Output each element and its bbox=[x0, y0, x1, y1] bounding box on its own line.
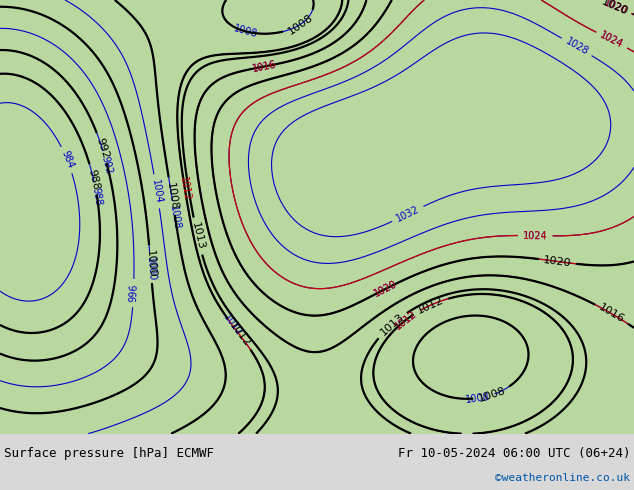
Text: 1012: 1012 bbox=[178, 175, 191, 201]
Text: 1000: 1000 bbox=[145, 256, 157, 281]
Text: 992: 992 bbox=[94, 136, 110, 159]
Text: 992: 992 bbox=[100, 154, 114, 175]
Text: 1012: 1012 bbox=[393, 308, 419, 331]
Text: 988: 988 bbox=[86, 168, 101, 191]
Text: 1008: 1008 bbox=[465, 392, 491, 405]
Text: 1008: 1008 bbox=[168, 205, 182, 231]
Text: 1020: 1020 bbox=[600, 0, 630, 18]
Text: 996: 996 bbox=[128, 284, 139, 302]
Text: 1013: 1013 bbox=[378, 312, 406, 338]
Text: 1013: 1013 bbox=[190, 221, 205, 251]
Text: 1008: 1008 bbox=[477, 386, 507, 404]
Text: 1008: 1008 bbox=[286, 12, 315, 36]
Text: 1024: 1024 bbox=[523, 230, 548, 241]
Text: 988: 988 bbox=[91, 186, 103, 206]
Text: 1012: 1012 bbox=[415, 295, 445, 316]
Text: 1032: 1032 bbox=[394, 204, 421, 224]
Text: 1020: 1020 bbox=[602, 0, 628, 17]
Text: 1020: 1020 bbox=[543, 255, 572, 268]
Text: 1024: 1024 bbox=[523, 230, 548, 241]
Text: 1016: 1016 bbox=[252, 59, 278, 74]
Text: 1008: 1008 bbox=[165, 182, 179, 211]
Text: 1012: 1012 bbox=[221, 313, 244, 338]
Text: 1012: 1012 bbox=[393, 308, 419, 331]
Text: 1016: 1016 bbox=[252, 59, 278, 74]
Text: 1016: 1016 bbox=[597, 302, 626, 325]
Text: 984: 984 bbox=[59, 149, 75, 171]
Text: 1024: 1024 bbox=[598, 30, 625, 50]
Text: 1008: 1008 bbox=[232, 23, 259, 39]
Text: ©weatheronline.co.uk: ©weatheronline.co.uk bbox=[495, 473, 630, 483]
Text: Fr 10-05-2024 06:00 UTC (06+24): Fr 10-05-2024 06:00 UTC (06+24) bbox=[398, 446, 630, 460]
Text: 1020: 1020 bbox=[372, 279, 399, 299]
Text: 1004: 1004 bbox=[150, 178, 164, 204]
Text: 1024: 1024 bbox=[598, 30, 625, 50]
Text: Surface pressure [hPa] ECMWF: Surface pressure [hPa] ECMWF bbox=[4, 446, 214, 460]
Text: 1028: 1028 bbox=[564, 36, 590, 57]
Text: 1000: 1000 bbox=[145, 250, 157, 278]
Text: 1020: 1020 bbox=[602, 0, 628, 17]
Text: 1012: 1012 bbox=[227, 320, 252, 348]
Text: 1020: 1020 bbox=[372, 279, 399, 299]
